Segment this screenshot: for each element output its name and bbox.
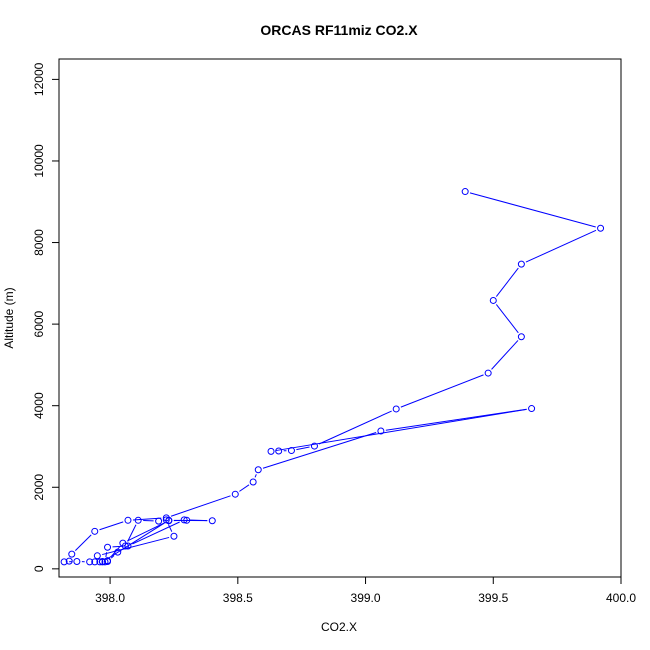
data-point (155, 517, 163, 525)
series-line-segment (262, 432, 377, 469)
data-point (170, 532, 178, 540)
data-point (231, 490, 239, 498)
y-axis-label: Altitude (m) (2, 287, 16, 348)
data-point (267, 447, 275, 455)
series-line-segment (105, 552, 108, 558)
x-tick-label: 398.0 (95, 591, 125, 605)
data-point (86, 558, 94, 566)
data-point (165, 517, 173, 525)
y-tick-label: 8000 (32, 229, 46, 256)
data-point (249, 478, 257, 486)
x-tick-label: 400.0 (606, 591, 636, 605)
series-line-segment (385, 408, 527, 431)
series-line-segment (127, 524, 137, 542)
series-line-segment (275, 408, 527, 452)
series-line-segment (296, 446, 310, 451)
data-point (98, 558, 106, 566)
data-point (91, 527, 99, 535)
data-point (287, 447, 295, 455)
series-line-segment (127, 522, 165, 542)
series-line-segment (469, 192, 596, 228)
data-point (484, 369, 492, 377)
series-line-segment (495, 267, 519, 297)
series-line-segment (525, 229, 597, 263)
data-point (528, 405, 536, 413)
data-point (93, 552, 101, 560)
data-point (517, 260, 525, 268)
series-line-segment (74, 534, 92, 551)
series-line-segment (167, 524, 173, 532)
data-point (489, 296, 497, 304)
y-tick-label: 6000 (32, 310, 46, 337)
data-point (461, 188, 469, 196)
y-axis: 0 2000 4000 6000 8000 10000 12000 (32, 62, 60, 572)
data-point (517, 333, 525, 341)
data-point (65, 557, 73, 565)
data-point (180, 516, 188, 524)
plot-frame (58, 58, 622, 578)
x-tick-label: 398.5 (223, 591, 253, 605)
data-point (275, 447, 283, 455)
series-line-segment (318, 410, 392, 445)
series-layer (60, 188, 605, 566)
series-line-segment (112, 545, 124, 548)
data-point (392, 405, 400, 413)
data-point (124, 542, 132, 550)
series-line-segment (102, 536, 170, 556)
data-point (124, 516, 132, 524)
data-point (96, 558, 104, 566)
data-point (134, 516, 142, 524)
series-line-segment (132, 521, 180, 545)
data-point (119, 539, 127, 547)
series-line-segment (110, 555, 115, 559)
x-axis-label: CO2.X (321, 620, 357, 634)
y-tick-label: 4000 (32, 392, 46, 419)
series-line-segment (170, 495, 231, 517)
y-tick-label: 2000 (32, 474, 46, 501)
data-point (60, 558, 68, 566)
series-line-segment (99, 521, 124, 531)
series-line-segment (491, 340, 519, 370)
y-tick-label: 10000 (32, 144, 46, 178)
data-point (68, 550, 76, 558)
data-point (310, 442, 318, 450)
data-point (114, 548, 122, 556)
series-line-segment (254, 474, 257, 478)
x-tick-label: 399.0 (351, 591, 381, 605)
data-point (254, 466, 262, 474)
data-point (377, 427, 385, 435)
data-point (183, 516, 191, 524)
series-line-segment (495, 304, 519, 334)
data-point (104, 543, 112, 551)
data-point (104, 557, 112, 565)
x-axis: 398.0 398.5 399.0 399.5 400.0 (95, 576, 636, 605)
data-point (597, 224, 605, 232)
data-point (208, 517, 216, 525)
series-line-segment (400, 374, 484, 408)
y-tick-label: 12000 (32, 62, 46, 96)
series-line-segment (106, 522, 165, 560)
chart-title: ORCAS RF11miz CO2.X (260, 22, 418, 38)
y-tick-label: 0 (32, 565, 46, 572)
series-line-segment (239, 484, 250, 492)
data-point (91, 558, 99, 566)
x-tick-label: 399.5 (478, 591, 508, 605)
data-point (73, 558, 81, 566)
